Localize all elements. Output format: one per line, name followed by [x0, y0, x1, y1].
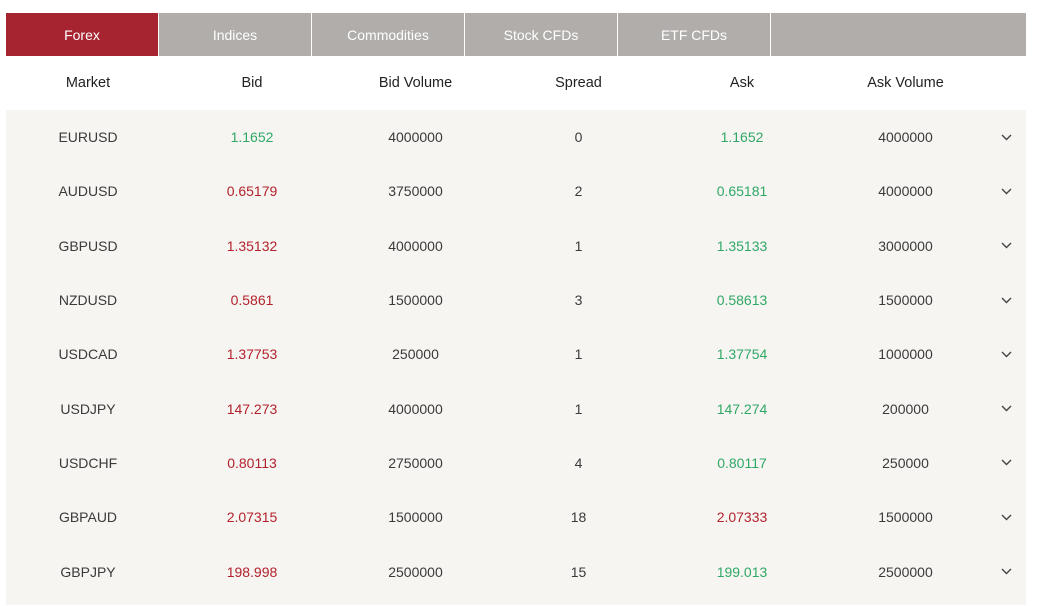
bid-volume-cell: 1500000 [388, 509, 443, 526]
row-expand-cell[interactable] [987, 562, 1026, 582]
bid-cell: 1.37753 [226, 346, 278, 363]
table-header: Market Bid Bid Volume Spread Ask Ask Vol… [6, 56, 1026, 110]
ask-volume-cell: 2500000 [878, 563, 933, 580]
bid-volume-cell: 3750000 [388, 183, 443, 200]
ask-volume-cell: 1500000 [878, 292, 933, 309]
chevron-down-icon[interactable] [997, 181, 1017, 201]
row-expand-cell[interactable] [987, 344, 1026, 364]
ask-volume-cell: 4000000 [878, 129, 933, 146]
table-row[interactable]: USDCAD 1.37753 250000 1 1.37754 1000000 [6, 327, 1026, 381]
row-expand-cell[interactable] [987, 507, 1026, 527]
tab-bar-filler [771, 13, 1026, 56]
row-expand-cell[interactable] [987, 236, 1026, 256]
table-row[interactable]: USDJPY 147.273 4000000 1 147.274 200000 [6, 381, 1026, 435]
chevron-down-icon[interactable] [997, 344, 1017, 364]
ask-volume-cell: 3000000 [878, 237, 933, 254]
bid-cell: 198.998 [226, 563, 278, 580]
tab-etf-cfds[interactable]: ETF CFDs [618, 13, 771, 56]
ask-volume-cell: 4000000 [878, 183, 933, 200]
spread-cell: 1 [574, 346, 583, 363]
column-header-bid: Bid [241, 75, 263, 91]
market-cell: GBPJPY [60, 563, 116, 580]
bid-volume-cell: 2500000 [388, 563, 443, 580]
ask-cell: 0.65181 [716, 183, 768, 200]
table-row[interactable]: GBPUSD 1.35132 4000000 1 1.35133 3000000 [6, 219, 1026, 273]
spread-cell: 1 [574, 400, 583, 417]
chevron-down-icon[interactable] [997, 290, 1017, 310]
chevron-down-icon[interactable] [997, 236, 1017, 256]
spread-cell: 2 [574, 183, 583, 200]
row-expand-cell[interactable] [987, 453, 1026, 473]
tab-forex[interactable]: Forex [6, 13, 159, 56]
bid-cell: 147.273 [226, 400, 278, 417]
bid-volume-cell: 2750000 [388, 454, 443, 471]
bid-cell: 0.5861 [230, 292, 274, 309]
ask-cell: 1.37754 [716, 346, 768, 363]
ask-cell: 0.80117 [717, 454, 767, 471]
row-expand-cell[interactable] [987, 399, 1026, 419]
ask-cell: 1.35133 [716, 237, 768, 254]
chevron-down-icon[interactable] [997, 453, 1017, 473]
spread-cell: 0 [574, 129, 583, 146]
bid-cell: 1.35132 [226, 237, 278, 254]
market-cell: EURUSD [58, 129, 118, 146]
ask-volume-cell: 1000000 [878, 346, 933, 363]
table-row[interactable]: GBPJPY 198.998 2500000 15 199.013 2500000 [6, 544, 1026, 598]
spread-cell: 15 [570, 563, 587, 580]
market-cell: GBPUSD [58, 237, 118, 254]
tab-stock-cfds[interactable]: Stock CFDs [465, 13, 618, 56]
tab-commodities[interactable]: Commodities [312, 13, 465, 56]
chevron-down-icon[interactable] [997, 127, 1017, 147]
bid-cell: 2.07315 [226, 509, 278, 526]
tab-indices[interactable]: Indices [159, 13, 312, 56]
spread-cell: 1 [574, 237, 583, 254]
row-expand-cell[interactable] [987, 290, 1026, 310]
row-expand-cell[interactable] [987, 181, 1026, 201]
chevron-down-icon[interactable] [997, 562, 1017, 582]
chevron-down-icon[interactable] [997, 399, 1017, 419]
ask-volume-cell: 1500000 [878, 509, 933, 526]
table-row[interactable]: USDCHF 0.80113 2750000 4 0.80117 250000 [6, 436, 1026, 490]
market-cell: USDCAD [58, 346, 118, 363]
market-cell: USDJPY [60, 400, 116, 417]
ask-cell: 0.58613 [716, 292, 768, 309]
ask-cell: 199.013 [716, 563, 768, 580]
table-row[interactable]: EURUSD 1.1652 4000000 0 1.1652 4000000 [6, 110, 1026, 164]
bid-volume-cell: 4000000 [388, 237, 443, 254]
bid-volume-cell: 4000000 [388, 129, 443, 146]
table-row[interactable]: GBPAUD 2.07315 1500000 18 2.07333 1500000 [6, 490, 1026, 544]
market-tabs: Forex Indices Commodities Stock CFDs ETF… [6, 13, 1026, 56]
market-cell: USDCHF [58, 454, 118, 471]
row-expand-cell[interactable] [987, 127, 1026, 147]
market-cell: NZDUSD [58, 292, 118, 309]
bid-cell: 0.80113 [227, 454, 277, 471]
bid-cell: 0.65179 [226, 183, 278, 200]
market-quotes-widget: Forex Indices Commodities Stock CFDs ETF… [6, 13, 1026, 605]
bid-volume-cell: 1500000 [388, 292, 443, 309]
column-header-market: Market [65, 75, 111, 91]
column-header-bid-volume: Bid Volume [378, 75, 453, 91]
ask-cell: 1.1652 [720, 129, 764, 146]
bid-cell: 1.1652 [230, 129, 274, 146]
bid-volume-cell: 250000 [392, 346, 439, 363]
quotes-table-body: EURUSD 1.1652 4000000 0 1.1652 4000000 AUDUSD 0… [6, 110, 1026, 605]
spread-cell: 4 [574, 454, 583, 471]
bid-volume-cell: 4000000 [388, 400, 443, 417]
table-row[interactable]: NZDUSD 0.5861 1500000 3 0.58613 1500000 [6, 273, 1026, 327]
chevron-down-icon[interactable] [997, 507, 1017, 527]
market-cell: AUDUSD [58, 183, 118, 200]
spread-cell: 18 [570, 509, 587, 526]
market-cell: GBPAUD [58, 509, 118, 526]
column-header-spread: Spread [555, 75, 602, 91]
ask-cell: 147.274 [716, 400, 768, 417]
spread-cell: 3 [574, 292, 583, 309]
column-header-ask-volume: Ask Volume [867, 75, 944, 91]
ask-volume-cell: 200000 [882, 400, 929, 417]
ask-volume-cell: 250000 [882, 454, 929, 471]
table-row[interactable]: AUDUSD 0.65179 3750000 2 0.65181 4000000 [6, 164, 1026, 218]
column-header-ask: Ask [729, 75, 755, 91]
ask-cell: 2.07333 [716, 509, 768, 526]
